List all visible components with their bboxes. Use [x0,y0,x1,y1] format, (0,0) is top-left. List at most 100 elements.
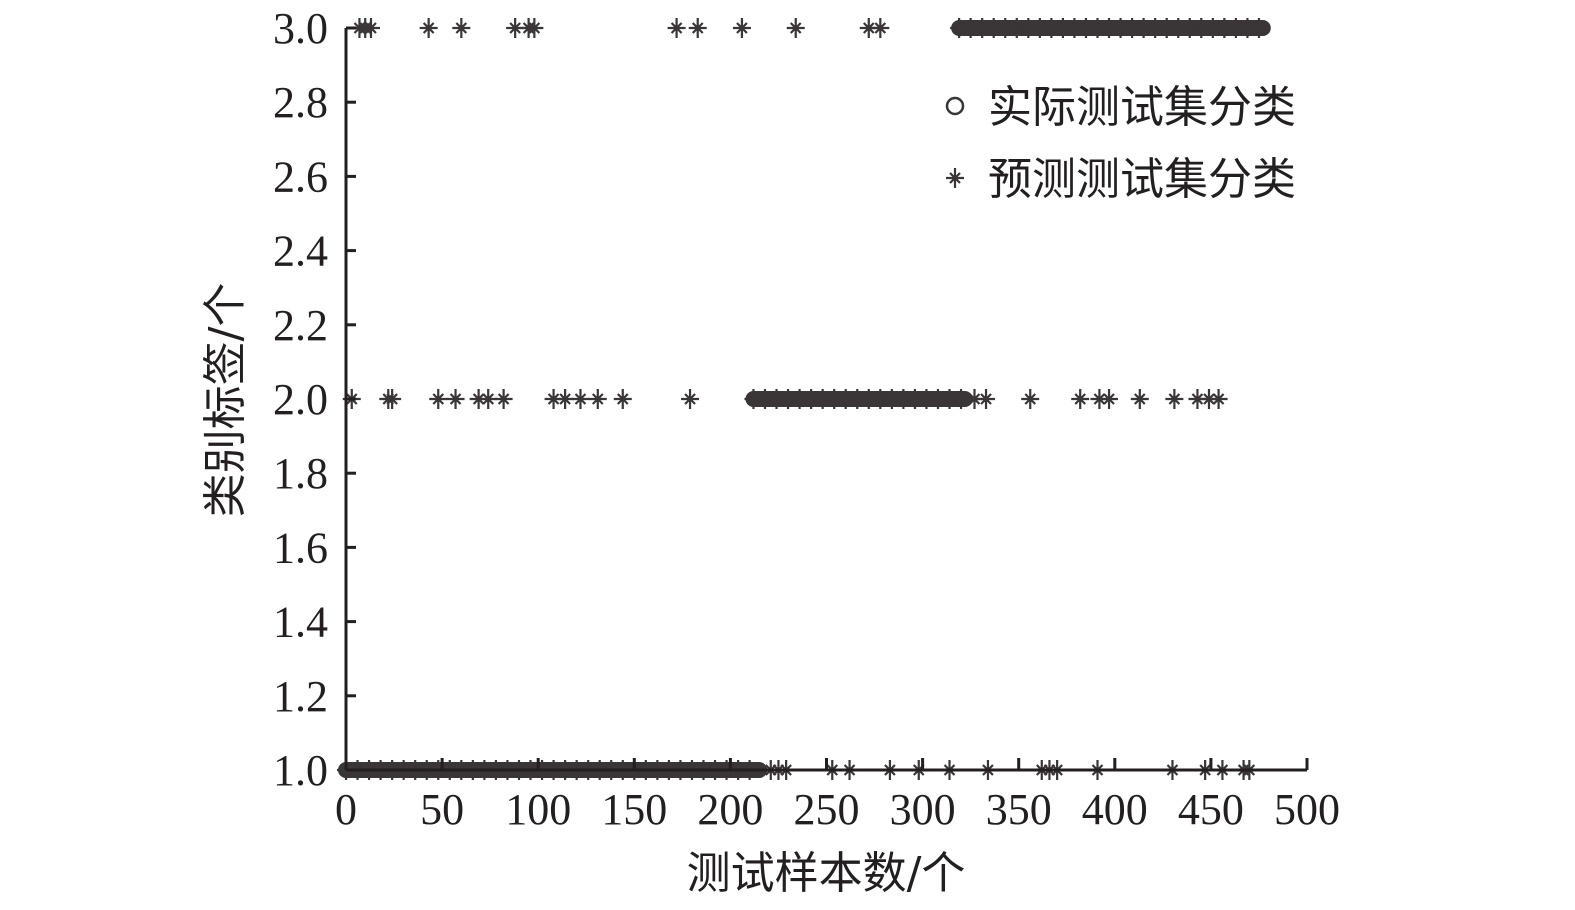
y-tick-label: 2.8 [273,78,328,127]
predicted-point [1007,18,1026,38]
predicted-point [452,18,471,38]
predicted-point [1111,18,1130,38]
predicted-point [984,18,1003,38]
predicted-point [940,389,959,409]
predicted-point [928,389,947,409]
y-tick-label: 2.2 [273,301,328,350]
predicted-point [469,389,488,409]
legend-label-predicted: 预测测试集分类 [988,154,1296,205]
predicted-point [744,389,763,409]
predicted-point [361,18,380,38]
x-tick-label: 500 [1274,785,1340,834]
predicted-point [667,18,686,38]
predicted-point [1065,18,1084,38]
predicted-point [779,389,798,409]
predicted-point [825,389,844,409]
predicted-point [1053,18,1072,38]
y-tick-label: 1.8 [273,449,328,498]
y-tick-label: 3.0 [273,4,328,53]
x-tick-label: 400 [1082,785,1148,834]
predicted-point [732,18,751,38]
x-tick-label: 350 [986,785,1052,834]
predicted-point [790,389,809,409]
predicted-point [950,18,969,38]
predicted-point [786,18,805,38]
predicted-point [871,18,890,38]
predicted-point [681,389,700,409]
predicted-point [996,18,1015,38]
predicted-point [848,389,867,409]
predicted-point [419,18,438,38]
predicted-point [1188,389,1207,409]
predicted-point [836,389,855,409]
x-tick-label: 250 [794,785,860,834]
predicted-point [1165,389,1184,409]
predicted-point [1134,18,1153,38]
x-tick-label: 450 [1178,785,1244,834]
predicted-point [1042,18,1061,38]
x-tick-label: 200 [697,785,763,834]
predicted-point [1090,389,1109,409]
predicted-point [1226,18,1245,38]
x-tick-label: 50 [420,785,464,834]
predicted-point [1169,18,1188,38]
predicted-point [506,18,525,38]
predicted-point [494,389,513,409]
legend-star-icon [946,168,964,188]
y-tick-label: 1.2 [273,672,328,721]
legend: 实际测试集分类 预测测试集分类 [945,82,1296,205]
predicted-point [613,389,632,409]
predicted-point [1192,18,1211,38]
predicted-point [961,18,980,38]
predicted-point [977,389,996,409]
predicted-point [1123,18,1142,38]
predicted-point [571,389,590,409]
predicted-point [383,389,402,409]
predicted-point [1030,18,1049,38]
predicted-point [1088,18,1107,38]
predicted-point [973,18,992,38]
x-tick-label: 0 [335,785,357,834]
predicted-point [802,389,821,409]
legend-circle-marker [945,96,965,116]
predicted-point [544,389,563,409]
y-tick-label: 2.0 [273,375,328,424]
predicted-point [429,389,448,409]
y-tick-label: 1.6 [273,523,328,572]
predicted-point [556,389,575,409]
predicted-point [525,18,544,38]
predicted-point [1100,18,1119,38]
predicted-point [1238,18,1257,38]
predicted-point [871,389,890,409]
x-tick-label: 300 [890,785,956,834]
predicted-point [1146,18,1165,38]
predicted-point [1100,389,1119,409]
legend-label-actual: 实际测试集分类 [988,82,1296,133]
predicted-point [755,389,774,409]
predicted-point [1249,18,1268,38]
predicted-point [905,389,924,409]
predicted-point [882,389,901,409]
predicted-point [1019,18,1038,38]
predicted-point [952,389,971,409]
predicted-point [1021,389,1040,409]
predicted-point [446,389,465,409]
predicted-point [1130,389,1149,409]
predicted-point [767,389,786,409]
predicted-point [1180,18,1199,38]
axes: 0 50 100 150 200 250 300 350 400 450 500 1.0 1.2 1.4 1… [273,4,1340,834]
x-tick-label: 100 [505,785,571,834]
predicted-point [813,389,832,409]
y-tick-label: 1.0 [273,746,328,795]
predicted-point [1199,389,1218,409]
predicted-point [1209,389,1228,409]
y-tick-label: 2.4 [273,227,328,276]
predicted-point [1076,18,1095,38]
predicted-point [1203,18,1222,38]
predicted-point [965,389,984,409]
predicted-point [894,389,913,409]
x-axis-label: 测试样本数/个 [687,848,966,899]
predicted-point [1157,18,1176,38]
y-tick-label: 1.4 [273,598,328,647]
